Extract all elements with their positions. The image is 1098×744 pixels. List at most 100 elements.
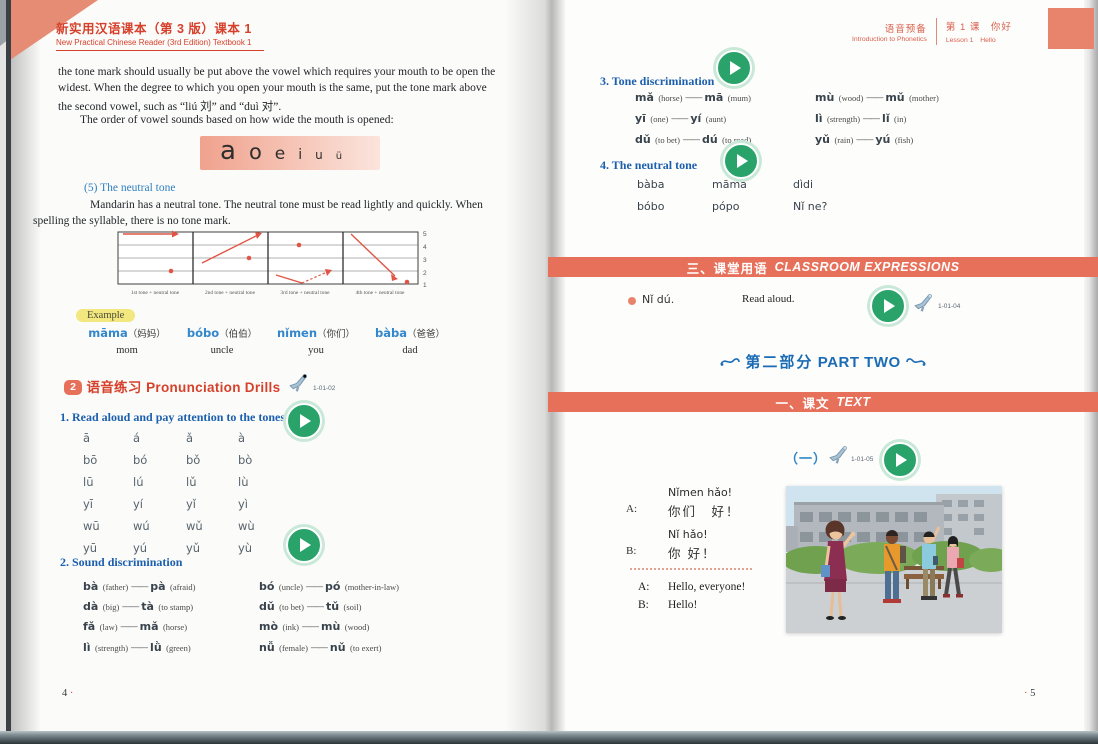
tone-cell: wǔ — [186, 519, 203, 533]
audio-track-label: 1-01-02 — [313, 385, 336, 392]
tone-cell: yǐ — [186, 497, 197, 511]
tone-cell: bǒ — [186, 453, 201, 467]
tone-cell: lǔ — [186, 475, 197, 489]
header-divider — [935, 18, 937, 45]
gutter-shadow — [505, 0, 595, 731]
play-button[interactable] — [286, 403, 322, 439]
section-number-badge: 2 — [64, 380, 82, 395]
vowel-order-box: a o e i u ü — [200, 136, 380, 170]
example-label: Example — [76, 305, 136, 323]
classroom-english: Read aloud. — [742, 293, 795, 305]
dialogue-separator — [630, 568, 752, 570]
neutral-tone-text: spelling the syllable, there is no tone … — [33, 215, 231, 227]
text-one-label: （一） — [785, 451, 828, 466]
svg-text:5: 5 — [423, 231, 427, 238]
sound-pair: mò (ink) —— mù (wood) — [259, 620, 370, 633]
speaker-icon[interactable] — [288, 372, 309, 393]
speaker-icon[interactable] — [913, 292, 934, 313]
banner-title-en: TEXT — [836, 395, 871, 409]
part-two-en: PART TWO — [817, 354, 901, 371]
play-button[interactable] — [716, 50, 752, 86]
tone-cell: wú — [133, 519, 150, 533]
tone-cell: á — [133, 431, 141, 445]
tone-contour-chart: 5 4 3 2 1 1st tone + neutral tone 2nd to… — [117, 230, 427, 296]
part-two-heading: 第二部分 PART TWO — [552, 351, 1094, 372]
vowel-i: i — [298, 147, 303, 163]
svg-text:4th tone + neutral tone: 4th tone + neutral tone — [356, 290, 405, 296]
tone-cell: yì — [238, 497, 249, 511]
tone-pair: yǔ (rain) —— yú (fish) — [815, 133, 914, 146]
page-number-right: · 5 — [1024, 688, 1036, 699]
classroom-expressions-banner: 三、课堂用语 CLASSROOM EXPRESSIONS — [548, 257, 1098, 277]
play-icon — [896, 453, 907, 467]
svg-text:3: 3 — [423, 257, 427, 264]
neutral-word: pópo — [712, 200, 740, 213]
play-button[interactable] — [870, 288, 906, 324]
tone-pair: dǔ (to bet) —— dú (to read) — [635, 133, 752, 146]
example-words: māma（妈妈） mom bóbo（伯伯） uncle nǐmen（你们） yo… — [78, 324, 456, 356]
header-corner-decoration — [1048, 8, 1094, 49]
translation-speaker: A: — [638, 581, 650, 593]
sound-discrimination-heading: 2. Sound discrimination — [60, 555, 183, 569]
example-word: māma（妈妈） mom — [88, 326, 166, 356]
translation-text: Hello, everyone! — [668, 581, 746, 593]
vowel-uu: ü — [335, 151, 343, 162]
read-aloud-heading: 1. Read aloud and pay attention to the t… — [60, 410, 286, 424]
sound-pair: lì (strength) —— lǜ (green) — [83, 641, 191, 654]
banner-title-en: CLASSROOM EXPRESSIONS — [774, 260, 960, 274]
vowel-a: a — [220, 136, 236, 166]
svg-text:2nd tone + neutral tone: 2nd tone + neutral tone — [205, 290, 256, 296]
sound-pair: nǚ (female) —— nǔ (to exert) — [259, 641, 382, 654]
dialogue-hanzi: 你们 好！ — [668, 505, 741, 519]
tone-pair: yī (one) —— yí (aunt) — [635, 112, 727, 125]
sound-pair: bà (father) —— pà (afraid) — [83, 580, 196, 593]
book-title-zh: 新实用汉语课本（第 3 版）课本 1 — [56, 22, 252, 36]
neutral-word: māma — [712, 178, 747, 191]
play-icon — [730, 61, 741, 75]
dialogue-pinyin: Nǐ hǎo! — [668, 528, 708, 541]
tone-pair: mù (wood) —— mǔ (mother) — [815, 91, 939, 104]
tone-cell: bō — [83, 453, 98, 467]
tone-cell: yí — [133, 497, 144, 511]
sound-pair: fǎ (law) —— mǎ (horse) — [83, 620, 188, 633]
page-stack-edge — [1084, 0, 1098, 731]
flourish-icon — [906, 358, 926, 366]
example-word: nǐmen（你们） you — [276, 326, 356, 356]
book-title-en: New Practical Chinese Reader (3rd Editio… — [56, 38, 252, 47]
tone-table: ā á ǎ à bō bó bǒ bò lū lú lǔ lù yī yí yǐ yì wū wú wǔ wù… — [83, 431, 288, 555]
dialogue-speaker: A: — [626, 503, 637, 515]
vowel-o: o — [248, 140, 262, 164]
intro-line: the tone mark should usually be put abov… — [58, 66, 496, 78]
text-illustration — [786, 486, 1002, 633]
speaker-icon[interactable] — [828, 444, 849, 465]
sound-pair: bó (uncle) —— pó (mother-in-law) — [259, 580, 399, 593]
part-two-zh: 第二部分 — [745, 354, 814, 371]
play-button[interactable] — [723, 143, 759, 179]
intro-line: widest. When the degree to which you ope… — [58, 82, 487, 94]
tone-cell: lū — [83, 475, 94, 489]
neutral-word: bóbo — [637, 200, 665, 213]
translation-text: Hello! — [668, 599, 698, 611]
play-button[interactable] — [286, 527, 322, 563]
vowel-u: u — [315, 148, 323, 162]
play-icon — [300, 538, 311, 552]
tone-cell: yú — [133, 541, 148, 555]
play-icon — [884, 299, 895, 313]
tone-cell: lú — [133, 475, 144, 489]
svg-text:1: 1 — [423, 282, 427, 289]
page-left — [10, 0, 550, 731]
flourish-icon — [720, 358, 740, 366]
neutral-word: dìdi — [793, 178, 814, 191]
play-button[interactable] — [882, 442, 918, 478]
tone-cell: yī — [83, 497, 94, 511]
tone-pair: mǎ (horse) —— mā (mum) — [635, 91, 751, 104]
svg-text:2: 2 — [423, 270, 427, 277]
tone-cell: yǔ — [186, 541, 201, 555]
right-page-header: 语音预备 Introduction to Phonetics 第 1 课 你好 … — [852, 18, 1012, 45]
audio-track-label: 1-01-04 — [938, 303, 961, 310]
sound-pair: dǔ (to bet) —— tǔ (soil) — [259, 600, 362, 613]
book-spine-edge — [6, 0, 11, 731]
neutral-word: bàba — [637, 178, 665, 191]
tone-cell: wū — [83, 519, 100, 533]
